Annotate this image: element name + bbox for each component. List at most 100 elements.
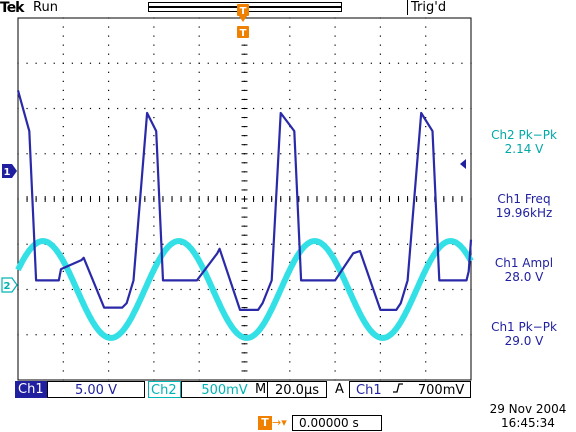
measurement-ch1-ampl: Ch1 Ampl 28.0 V (472, 256, 576, 284)
graticule-dot (26, 62, 28, 64)
measurement-label: Ch2 Pk−Pk (491, 128, 557, 142)
time-text: 16:45:34 (501, 416, 555, 430)
graticule-dot (180, 288, 182, 291)
graticule-dot (62, 234, 64, 236)
trigger-position-marker[interactable]: T (237, 4, 249, 22)
graticule-dot (289, 98, 291, 101)
graticule-dot (189, 107, 191, 110)
ch2-label[interactable]: Ch2 (148, 381, 181, 398)
graticule-dot (62, 126, 64, 128)
graticule-dot (379, 98, 381, 101)
graticule-dot (298, 62, 300, 64)
graticule-dot (62, 144, 64, 146)
graticule-dot (379, 297, 381, 300)
graticule-dot (289, 162, 291, 164)
timebase-value[interactable]: 20.0µs (267, 381, 327, 398)
graticule-dot (108, 116, 110, 119)
graticule-dot (334, 270, 336, 272)
graticule-dot (343, 243, 345, 245)
graticule-dot (289, 62, 291, 64)
position-value[interactable]: 0.00000 s (292, 415, 382, 431)
graticule-dot (225, 288, 227, 291)
trigger-icon: T (258, 416, 272, 430)
graticule-dot (289, 144, 291, 146)
graticule-dot (198, 252, 200, 254)
graticule-dot (144, 243, 146, 245)
ch1-label[interactable]: Ch1 (15, 381, 51, 398)
arrow-right-icon: →▾ (272, 416, 287, 429)
graticule-dot (434, 153, 436, 155)
graticule-dot (144, 334, 146, 336)
graticule-dot (425, 288, 427, 291)
graticule-dot (388, 107, 391, 110)
graticule-dot (334, 17, 336, 19)
graticule-dot (89, 62, 92, 64)
graticule-dot (198, 180, 200, 182)
graticule-dot (425, 89, 427, 91)
graticule-dot (153, 98, 155, 101)
graticule-dot (352, 62, 354, 64)
trigger-settings[interactable]: Ch1 700mV (349, 381, 471, 398)
graticule-dot (153, 53, 155, 55)
graticule-dot (334, 80, 336, 82)
trigger-position-label: T (240, 6, 247, 17)
graticule-dot (298, 288, 300, 291)
graticule-dot (343, 334, 345, 336)
graticule-dot (262, 243, 264, 245)
graticule-dot (153, 352, 155, 354)
graticule-dot (153, 171, 155, 173)
graticule-dot (207, 107, 209, 110)
graticule-dot (425, 225, 427, 227)
graticule-dot (126, 107, 128, 110)
graticule-dot (289, 234, 291, 236)
graticule-dot (171, 153, 173, 155)
graticule-dot (379, 288, 381, 291)
graticule-dot (153, 279, 155, 282)
graticule-dot (425, 316, 427, 318)
ch1-ground-marker[interactable]: 1 (2, 164, 17, 178)
graticule-dot (343, 62, 345, 64)
graticule-dot (289, 225, 291, 227)
graticule-dot (71, 153, 73, 155)
graticule-dot (289, 153, 291, 155)
ch2-scale[interactable]: 500mV (181, 381, 268, 398)
graticule-dot (207, 62, 209, 64)
graticule-dot (153, 343, 155, 345)
graticule-dot (62, 279, 64, 282)
graticule-dot (397, 62, 400, 64)
graticule-dot (80, 243, 83, 245)
graticule-dot (153, 71, 155, 73)
graticule-dot (361, 288, 363, 291)
graticule-dot (262, 62, 264, 64)
trigger-level-marker[interactable] (460, 159, 466, 169)
graticule-dot (108, 71, 110, 73)
graticule-dot (334, 126, 336, 128)
graticule-dot (198, 53, 200, 55)
graticule-dot (171, 288, 173, 291)
ch1-scale[interactable]: 5.00 V (47, 381, 145, 398)
graticule-dot (108, 89, 110, 91)
graticule-dot (153, 216, 155, 218)
graticule-dot (307, 288, 309, 291)
graticule-dot (108, 135, 110, 137)
graticule-dot (62, 252, 64, 254)
ch2-ground-marker[interactable]: 2 (1, 277, 18, 293)
graticule-dot (343, 153, 345, 155)
graticule-dot (89, 334, 92, 336)
graticule-dot (379, 89, 381, 91)
graticule-dot (62, 80, 64, 82)
graticule-dot (98, 62, 101, 64)
graticule-dot (62, 17, 64, 19)
graticule-dot (62, 243, 64, 245)
graticule-dot (153, 89, 155, 91)
graticule-dot (153, 107, 155, 110)
graticule-dot (425, 252, 427, 254)
graticule-dot (62, 370, 64, 372)
graticule-dot (198, 316, 200, 318)
settings-bar: Ch1 5.00 V Ch2 500mV M 20.0µs A Ch1 700m… (15, 381, 471, 398)
graticule-dot (198, 162, 200, 164)
graticule-dot (71, 334, 73, 336)
graticule-dot (62, 270, 64, 272)
graticule-dot (225, 153, 227, 155)
